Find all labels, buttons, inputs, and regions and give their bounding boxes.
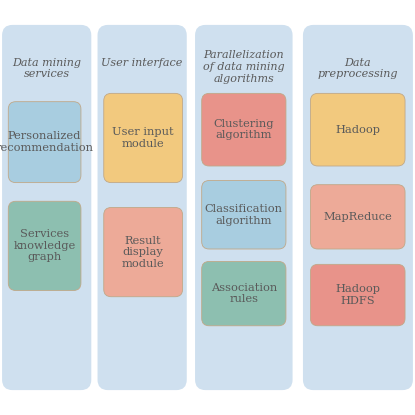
- Text: MapReduce: MapReduce: [323, 212, 392, 222]
- FancyBboxPatch shape: [104, 93, 183, 183]
- FancyBboxPatch shape: [310, 264, 405, 326]
- FancyBboxPatch shape: [202, 93, 286, 166]
- FancyBboxPatch shape: [98, 25, 187, 390]
- Text: User interface: User interface: [101, 58, 183, 68]
- Text: Data mining
services: Data mining services: [12, 58, 81, 79]
- FancyBboxPatch shape: [202, 181, 286, 249]
- Text: Parallelization
of data mining
algorithms: Parallelization of data mining algorithm…: [203, 51, 285, 84]
- FancyBboxPatch shape: [303, 25, 413, 390]
- Text: Hadoop: Hadoop: [335, 124, 380, 135]
- Text: Clustering
algorithm: Clustering algorithm: [214, 119, 274, 141]
- FancyBboxPatch shape: [195, 25, 293, 390]
- FancyBboxPatch shape: [202, 261, 286, 326]
- Text: Data
preprocessing: Data preprocessing: [318, 58, 398, 79]
- Text: Result
display
module: Result display module: [122, 236, 164, 269]
- FancyBboxPatch shape: [8, 201, 81, 290]
- Text: Personalized
recommendation: Personalized recommendation: [0, 131, 94, 153]
- Text: Association
rules: Association rules: [211, 283, 277, 305]
- Text: Hadoop
HDFS: Hadoop HDFS: [335, 284, 380, 306]
- FancyBboxPatch shape: [8, 102, 81, 183]
- FancyBboxPatch shape: [2, 25, 91, 390]
- FancyBboxPatch shape: [310, 93, 405, 166]
- Text: User input
module: User input module: [112, 127, 174, 149]
- FancyBboxPatch shape: [104, 208, 183, 297]
- Text: Services
knowledge
graph: Services knowledge graph: [14, 229, 76, 263]
- FancyBboxPatch shape: [310, 185, 405, 249]
- Text: Classification
algorithm: Classification algorithm: [205, 204, 283, 226]
